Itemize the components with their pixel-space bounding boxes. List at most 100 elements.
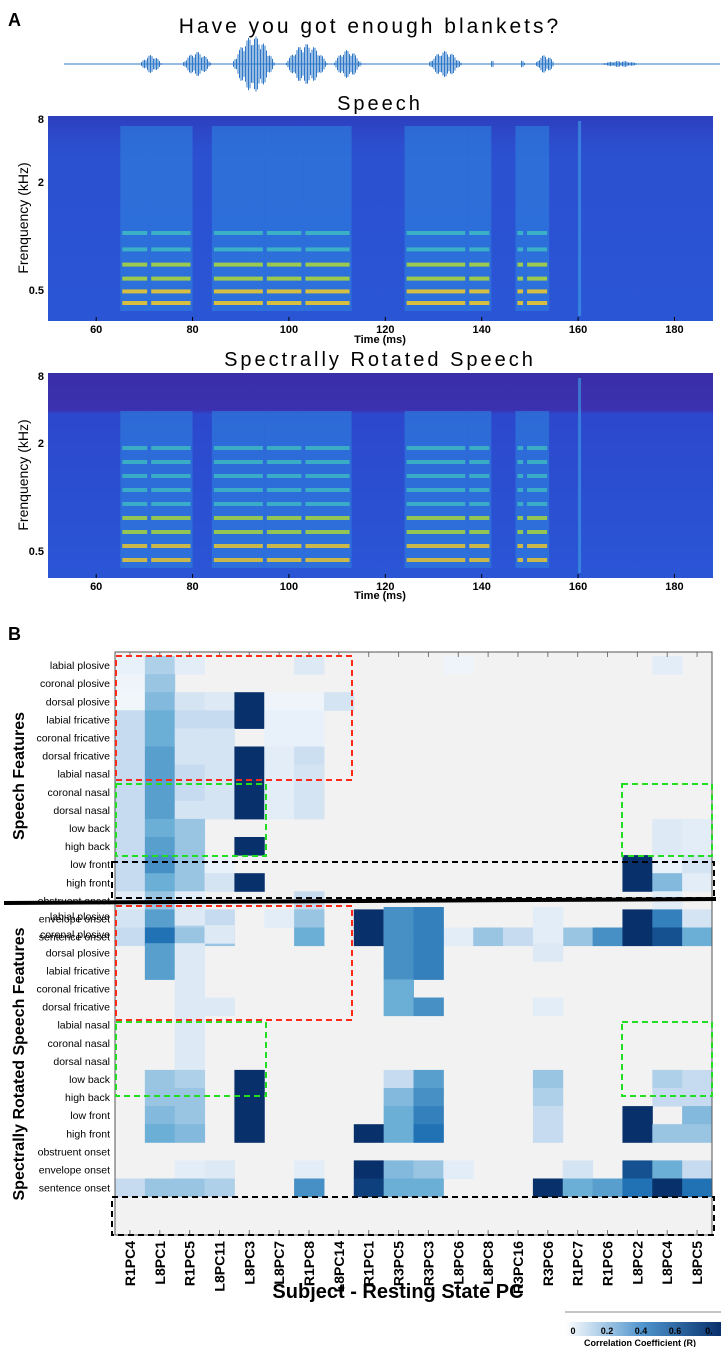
spectrogram-harmonic — [469, 276, 490, 281]
heatmap-cell-speech-10-4 — [234, 837, 265, 856]
panel-a-label: A — [8, 10, 21, 30]
row-label: dorsal nasal — [53, 805, 110, 817]
spectrogram-harmonic — [517, 460, 524, 464]
heatmap-cell-speech-3-0 — [115, 710, 146, 729]
heatmap-cell-rotated-15-2 — [174, 1178, 206, 1198]
heatmap-cell-speech-14-18 — [652, 909, 683, 928]
heatmap-cell-speech-3-2 — [174, 710, 206, 729]
heatmap-cell-speech-5-5 — [264, 746, 295, 766]
heatmap-cell-speech-12-0 — [115, 873, 146, 892]
spectrogram-harmonic — [122, 558, 148, 562]
spectrogram-harmonic — [213, 289, 263, 294]
spectrogram-harmonic — [305, 474, 350, 478]
row-label: labial fricative — [46, 965, 110, 977]
colorbar-label: Correlation Coefficient (R) — [584, 1338, 696, 1347]
rotated-vowel-box-left — [115, 1021, 267, 1097]
heatmap-cell-rotated-12-18 — [652, 1124, 683, 1143]
heatmap-cell-speech-5-1 — [144, 746, 176, 766]
section-divider — [3, 897, 717, 905]
spectrogram-harmonic — [469, 558, 490, 562]
spectrogram-harmonic — [517, 502, 524, 506]
spectrogram-xtick-label: 180 — [665, 324, 683, 336]
spectrogram-harmonic — [469, 474, 490, 478]
ylabel-speech-features: Speech Features — [11, 712, 28, 840]
spectrogram-harmonic — [305, 247, 350, 252]
heatmap-cell-rotated-15-15 — [562, 1178, 594, 1198]
spectrogram-harmonic — [266, 276, 302, 281]
spectrogram-harmonic — [151, 502, 191, 506]
row-label: coronal plosive — [40, 929, 110, 941]
heatmap-cell-speech-15-15 — [562, 927, 594, 947]
row-label: high back — [65, 841, 111, 853]
heatmap-cell-rotated-3-1 — [144, 961, 176, 980]
heatmap-cell-rotated-14-19 — [682, 1160, 713, 1179]
column-label: L8PC5 — [689, 1241, 705, 1285]
spectrogram-harmonic — [469, 262, 490, 267]
heatmap-cell-speech-10-2 — [174, 837, 206, 856]
heatmap-cell-rotated-11-10 — [413, 1106, 444, 1125]
heatmap-cell-speech-2-5 — [264, 692, 295, 711]
spectrogram-segment — [404, 126, 468, 311]
heatmap-cell-speech-0-0 — [115, 656, 146, 675]
heatmap-cell-speech-6-2 — [174, 764, 206, 784]
heatmap-cell-speech-10-19 — [682, 837, 713, 856]
heatmap-cell-speech-3-4 — [234, 710, 265, 729]
heatmap-cell-rotated-14-9 — [383, 1160, 414, 1179]
spectrogram-harmonic — [122, 460, 148, 464]
colorbar-ticks: 0 0.2 0.4 0.6 0. — [570, 1326, 712, 1336]
spectrogram-harmonic — [527, 247, 548, 252]
spectrogram-harmonic — [266, 474, 302, 478]
heatmap-cell-speech-8-2 — [174, 800, 206, 820]
heatmap-cell-rotated-10-2 — [174, 1088, 206, 1107]
spectrogram-harmonic — [517, 446, 524, 450]
spectrogram-harmonic — [305, 488, 350, 492]
spectrogram-xtick-label: 160 — [569, 581, 587, 593]
column-label: R3PC16 — [510, 1241, 526, 1294]
spectrogram-onset-line — [578, 121, 582, 316]
heatmap-cell-speech-12-2 — [174, 873, 206, 892]
heatmap-xlabel: Subject - Resting State PC — [272, 1281, 523, 1303]
heatmap-cell-speech-3-3 — [204, 710, 235, 729]
spectrogram-harmonic — [517, 474, 524, 478]
heatmap-cell-rotated-10-9 — [383, 1088, 414, 1107]
rotated-consonant-box — [115, 905, 353, 1021]
spectrogram-harmonic — [469, 231, 490, 235]
column-label: R1PC1 — [361, 1241, 377, 1286]
heatmap-cell-rotated-9-18 — [652, 1069, 683, 1089]
row-label: coronal fricative — [36, 732, 110, 744]
heatmap-cell-rotated-2-9 — [383, 943, 414, 962]
spectrogram-harmonic — [122, 247, 148, 252]
heatmap-cell-rotated-11-17 — [622, 1106, 653, 1125]
heatmap-cell-speech-4-5 — [264, 728, 295, 747]
spectrogram-harmonic — [517, 247, 524, 252]
row-label: dorsal plosive — [46, 947, 110, 959]
heatmap-cell-speech-1-0 — [115, 674, 146, 693]
spectrogram-harmonic — [406, 530, 466, 534]
spectrogram-harmonic — [151, 558, 191, 562]
heatmap-cell-speech-2-3 — [204, 692, 235, 711]
column-label: R1PC7 — [570, 1241, 586, 1286]
spectrogram-harmonic — [305, 262, 350, 267]
ylabel-rotated-features: Spectrally Rotated Speech Features — [11, 927, 28, 1200]
row-label: high front — [66, 877, 110, 889]
heatmap-cell-rotated-11-2 — [174, 1106, 206, 1125]
spectrogram-harmonic — [517, 276, 524, 281]
heatmap-cell-speech-11-0 — [115, 855, 146, 874]
heatmap-cell-speech-2-7 — [323, 692, 355, 711]
spectrogram-harmonic — [151, 247, 191, 252]
column-label: L8PC4 — [659, 1241, 675, 1285]
spectrogram-harmonic — [213, 488, 263, 492]
row-label: high front — [66, 1128, 110, 1140]
spectrogram-harmonic — [122, 530, 148, 534]
column-label: L8PC7 — [271, 1241, 287, 1285]
spectrogram-harmonic — [266, 544, 302, 548]
spectrogram-harmonic — [266, 262, 302, 267]
heatmap-cell-speech-15-6 — [294, 927, 325, 947]
heatmap-cell-rotated-10-1 — [144, 1088, 176, 1107]
spectrogram-harmonic — [266, 558, 302, 562]
heatmap-cell-rotated-12-1 — [144, 1124, 176, 1143]
spectrogram-harmonic — [527, 558, 548, 562]
spectrogram-harmonic — [527, 502, 548, 506]
spectrogram-xtick-label: 80 — [186, 581, 198, 593]
row-label: dorsal fricative — [42, 1002, 110, 1014]
